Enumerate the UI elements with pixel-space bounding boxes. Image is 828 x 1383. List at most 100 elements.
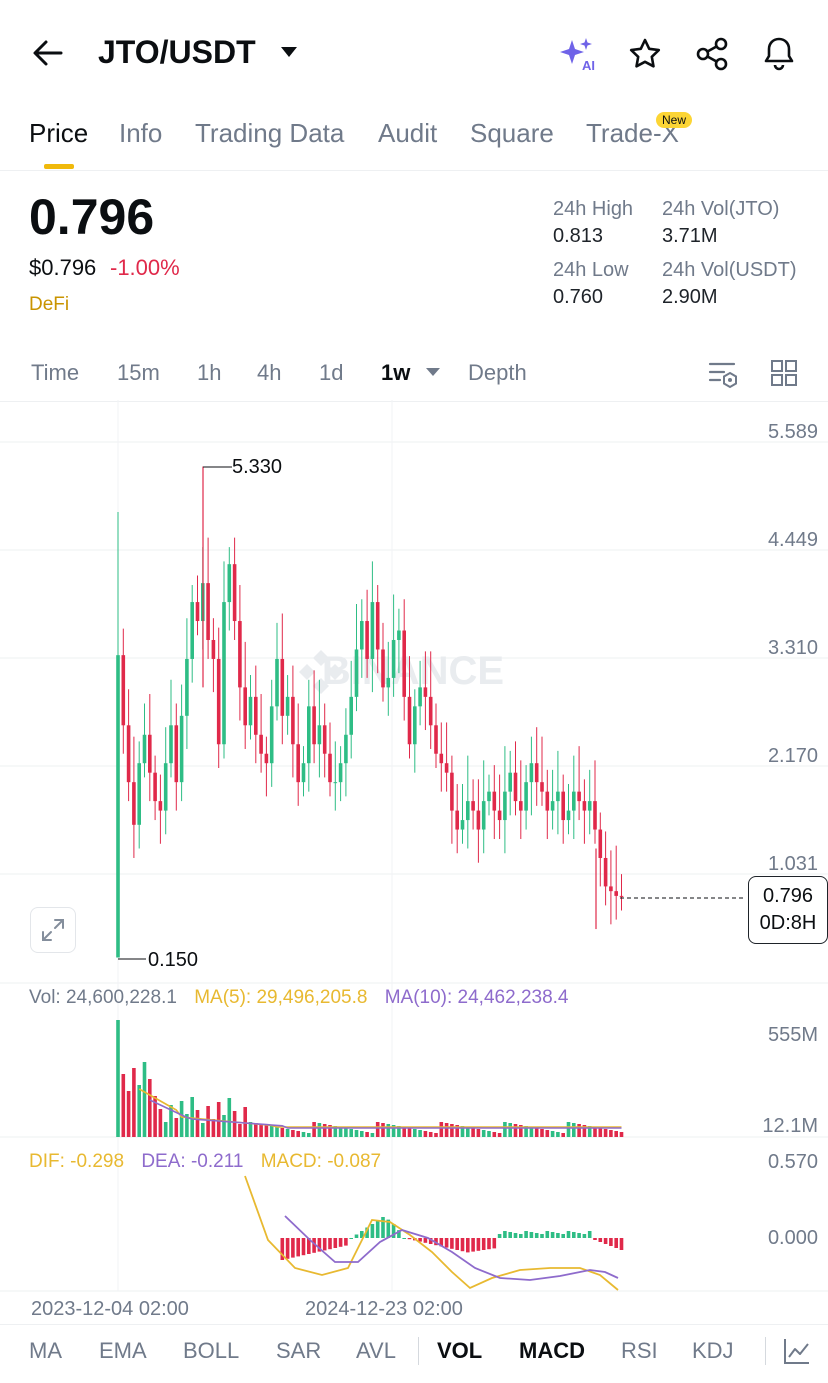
- indicator-ema[interactable]: EMA: [99, 1338, 147, 1363]
- macd-histogram-bar: [349, 1238, 353, 1239]
- candle-body: [222, 602, 226, 745]
- candle-body: [179, 715, 184, 783]
- volume-bar: [466, 1127, 470, 1137]
- candle-body: [556, 791, 560, 802]
- category-tag[interactable]: DeFi: [29, 294, 70, 315]
- interval-1h[interactable]: 1h: [197, 360, 222, 385]
- indicator-avl[interactable]: AVL: [356, 1338, 396, 1363]
- indicator-ma[interactable]: MA: [29, 1338, 62, 1363]
- indicator-vol[interactable]: VOL: [437, 1338, 483, 1363]
- volume-bar: [609, 1130, 613, 1137]
- candle-body: [513, 772, 518, 802]
- tab-trading-data[interactable]: Trading Data: [195, 118, 345, 148]
- candle-body: [434, 725, 438, 754]
- macd-histogram-bar: [386, 1219, 391, 1238]
- indicator-macd[interactable]: MACD: [519, 1338, 585, 1363]
- y-tick-5: 1.031: [767, 853, 818, 875]
- volume-bar: [132, 1068, 136, 1137]
- y-tick-3: 3.310: [767, 637, 818, 659]
- pair-title[interactable]: JTO/USDT: [98, 34, 256, 70]
- volume-bar: [232, 1111, 237, 1137]
- candle-body: [349, 696, 353, 735]
- macd-histogram-bar: [561, 1234, 565, 1238]
- volume-bar: [275, 1127, 279, 1137]
- macd-histogram-bar: [333, 1238, 338, 1248]
- candle-body: [587, 801, 592, 811]
- macd-histogram-bar: [466, 1238, 470, 1253]
- pair-dropdown-caret-icon[interactable]: [279, 45, 299, 59]
- fullscreen-expand-button[interactable]: [30, 907, 76, 953]
- macd-histogram-bar: [370, 1224, 375, 1238]
- y-tick-1: 5.589: [767, 421, 818, 443]
- bell-alert-icon[interactable]: [757, 31, 801, 75]
- interval-more-caret-icon[interactable]: [425, 367, 441, 377]
- macd-histogram-bar: [609, 1238, 613, 1246]
- indicator-kdj[interactable]: KDJ: [692, 1338, 734, 1363]
- candle-body: [307, 706, 311, 764]
- macd-histogram-bar: [497, 1234, 502, 1238]
- candle-body: [216, 658, 221, 745]
- ma10-value: MA(10): 24,462,238.4: [384, 987, 569, 1008]
- macd-histogram-bar: [603, 1238, 608, 1244]
- macd-histogram-bar: [291, 1238, 295, 1258]
- vol-axis-bottom: 12.1M: [762, 1115, 818, 1137]
- price-chart[interactable]: BINANCE: [0, 400, 828, 1300]
- candle-body: [169, 725, 173, 764]
- macd-histogram-bar: [375, 1220, 380, 1238]
- tab-price[interactable]: Price: [29, 118, 89, 148]
- max-price-label: 5.330: [232, 456, 283, 478]
- tab-audit[interactable]: Audit: [378, 118, 438, 148]
- candle-body: [439, 753, 444, 764]
- candle-body: [413, 706, 417, 745]
- candle-body: [391, 639, 396, 678]
- volume-bar: [550, 1131, 555, 1137]
- candle-countdown: 0D:8H: [759, 912, 817, 934]
- back-arrow-icon[interactable]: [26, 31, 70, 75]
- indicator-sar[interactable]: SAR: [276, 1338, 322, 1363]
- macd-histogram-bar: [381, 1217, 385, 1238]
- expand-arrows-icon: [42, 919, 64, 941]
- interval-1d[interactable]: 1d: [319, 360, 344, 385]
- y-tick-2: 4.449: [767, 529, 818, 551]
- macd-histogram-bar: [407, 1238, 412, 1240]
- tab-info[interactable]: Info: [119, 118, 163, 148]
- interval-1w[interactable]: 1w: [381, 360, 411, 385]
- candle-body: [285, 696, 290, 716]
- candle-body: [206, 583, 210, 640]
- interval-time[interactable]: Time: [31, 360, 80, 385]
- candle-body: [381, 649, 385, 688]
- interval-15m[interactable]: 15m: [117, 360, 160, 385]
- macd-histogram-bar: [566, 1231, 571, 1238]
- macd-histogram-bar: [529, 1232, 534, 1238]
- volume-bar: [116, 1020, 120, 1137]
- interval-4h[interactable]: 4h: [257, 360, 282, 385]
- volume-bar: [333, 1126, 338, 1137]
- indicator-settings-chart-icon[interactable]: [782, 1336, 812, 1366]
- volume-bar: [503, 1122, 507, 1137]
- volume-bar: [259, 1124, 263, 1137]
- interval-depth[interactable]: Depth: [468, 360, 527, 385]
- candle-body: [190, 602, 194, 659]
- high-value: 0.813: [553, 225, 604, 247]
- share-icon[interactable]: [690, 32, 734, 76]
- volume-bar: [206, 1106, 210, 1137]
- star-favorite-icon[interactable]: [623, 32, 667, 76]
- candle-body: [609, 886, 613, 892]
- ma5-value: MA(5): 29,496,205.8: [194, 987, 368, 1008]
- volume-bar: [238, 1124, 242, 1137]
- candle-body: [153, 772, 157, 802]
- candle-body: [243, 687, 247, 726]
- candle-body: [423, 687, 428, 697]
- candle-body: [148, 734, 152, 773]
- volume-bar: [513, 1124, 518, 1137]
- layout-grid-icon[interactable]: [769, 358, 799, 388]
- candle-body: [508, 772, 512, 792]
- indicator-boll[interactable]: BOLL: [183, 1338, 240, 1363]
- tab-square[interactable]: Square: [470, 118, 554, 148]
- chart-settings-icon[interactable]: [707, 358, 741, 390]
- candle-body: [503, 791, 507, 821]
- ai-sparkle-icon[interactable]: AI: [556, 32, 600, 76]
- macd-histogram-bar: [439, 1238, 444, 1247]
- candle-body: [402, 630, 406, 697]
- indicator-rsi[interactable]: RSI: [621, 1338, 658, 1363]
